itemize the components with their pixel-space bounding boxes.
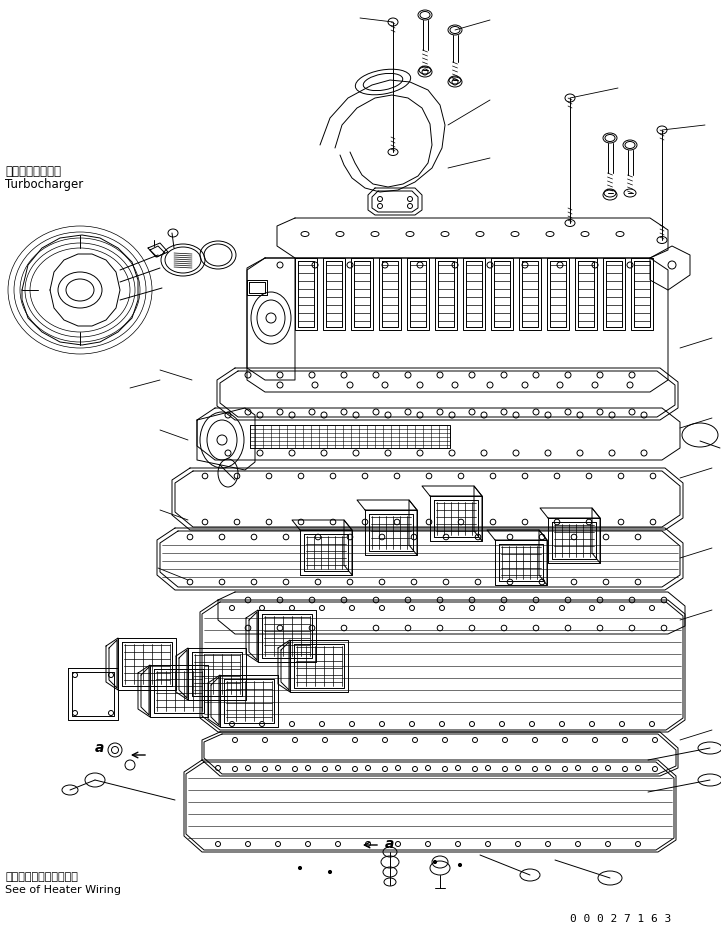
Ellipse shape [418, 10, 432, 20]
Ellipse shape [603, 133, 617, 143]
Text: 0 0 0 2 7 1 6 3: 0 0 0 2 7 1 6 3 [570, 914, 671, 924]
Text: ヒータワイヤリング参照: ヒータワイヤリング参照 [5, 872, 78, 882]
Circle shape [298, 867, 301, 870]
Circle shape [329, 870, 332, 873]
Circle shape [433, 860, 436, 864]
Text: a: a [385, 837, 394, 851]
Text: ターボチャージャ: ターボチャージャ [5, 165, 61, 178]
Ellipse shape [623, 140, 637, 150]
Text: See of Heater Wiring: See of Heater Wiring [5, 885, 121, 895]
Text: Turbocharger: Turbocharger [5, 178, 83, 191]
Circle shape [459, 864, 461, 867]
Text: a: a [95, 741, 105, 755]
Ellipse shape [448, 25, 462, 35]
